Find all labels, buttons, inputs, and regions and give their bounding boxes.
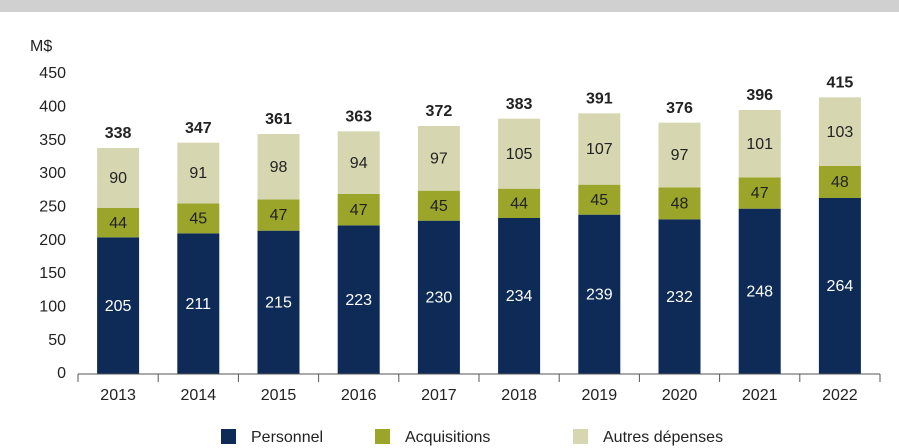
bar-segment [578,113,621,185]
top-band [0,0,899,12]
bar-segment [498,118,541,189]
segment-label: 248 [746,284,773,301]
total-label: 396 [746,87,773,104]
legend-swatch [375,429,390,444]
legend-label: Autres dépenses [603,429,723,446]
y-tick-label: 150 [39,265,66,282]
segment-label: 47 [350,202,368,219]
legend-swatch [221,429,236,444]
bar-segment [177,233,220,374]
bar-segment [257,134,300,200]
bar-segment [337,194,380,226]
bar-segment [177,142,220,204]
x-tick-label: 2013 [100,387,136,404]
bar-segment [658,122,701,188]
segment-label: 234 [506,288,533,305]
segment-label: 103 [827,124,854,141]
bar-segment [818,97,861,166]
x-tick-label: 2014 [181,387,217,404]
total-label: 361 [265,111,292,128]
total-label: 376 [666,100,693,117]
segment-label: 45 [430,198,448,215]
x-tick-label: 2015 [261,387,297,404]
bar-segment [97,208,140,238]
segment-label: 45 [590,192,608,209]
segment-label: 101 [746,136,773,153]
bar-segment [257,199,300,231]
legend-label: Personnel [251,429,323,446]
bar-segment [498,218,541,374]
y-tick-label: 50 [48,332,66,349]
bar-segment [818,166,861,198]
x-tick-label: 2018 [501,387,537,404]
x-tick-label: 2021 [742,387,778,404]
bar-segment [738,177,781,209]
segment-label: 230 [426,290,453,307]
total-label: 372 [426,103,453,120]
y-tick-label: 350 [39,132,66,149]
segment-label: 264 [827,278,854,295]
total-label: 391 [586,91,613,108]
segment-label: 215 [265,295,292,312]
total-label: 347 [185,120,212,137]
y-tick-label: 400 [39,99,66,116]
bar-segment [658,187,701,220]
bar-segment [417,126,460,191]
segment-label: 91 [189,165,207,182]
bar-segment [417,220,460,374]
segment-label: 97 [430,151,448,168]
bar-segment [818,198,861,374]
total-label: 338 [105,125,132,142]
bar-segment [578,184,621,215]
segment-label: 211 [186,296,212,313]
x-tick-label: 2020 [662,387,698,404]
x-tick-label: 2019 [582,387,618,404]
legend-label: Acquisitions [405,429,490,446]
y-tick-label: 100 [39,299,66,316]
bar-segment [337,225,380,374]
bar-segment [337,131,380,194]
y-tick-label: 300 [39,165,66,182]
x-tick-label: 2022 [822,387,858,404]
segment-label: 45 [189,211,207,228]
y-tick-label: 250 [39,199,66,216]
segment-label: 44 [510,196,528,213]
segment-label: 98 [270,159,288,176]
x-tick-label: 2017 [421,387,457,404]
x-tick-label: 2016 [341,387,377,404]
total-label: 383 [506,96,533,113]
legend-swatch [573,429,588,444]
segment-label: 47 [270,207,288,224]
bar-segment [658,219,701,374]
total-label: 363 [345,109,372,126]
bar-segment [498,188,541,218]
bar-segment [578,214,621,374]
segment-label: 94 [350,155,368,172]
segment-label: 44 [109,215,127,232]
segment-label: 232 [666,289,693,306]
bar-segment [738,110,781,178]
bar-segment [417,190,460,221]
segment-label: 48 [831,174,849,191]
segment-label: 239 [586,287,613,304]
bar-segment [177,203,220,234]
segment-label: 107 [586,141,613,158]
segment-label: 223 [345,292,372,309]
total-label: 415 [827,75,854,92]
bar-segment [97,237,140,374]
segment-label: 97 [671,147,689,164]
bar-segment [97,148,140,208]
y-axis-label: M$ [30,38,52,55]
segment-label: 90 [109,170,127,187]
segment-label: 47 [751,185,769,202]
y-tick-label: 200 [39,232,66,249]
y-tick-label: 0 [57,365,66,382]
bar-segment [257,230,300,374]
bar-segment [738,208,781,374]
segment-label: 48 [671,196,689,213]
segment-label: 205 [105,298,132,315]
y-tick-label: 450 [39,65,66,82]
segment-label: 105 [506,146,533,163]
